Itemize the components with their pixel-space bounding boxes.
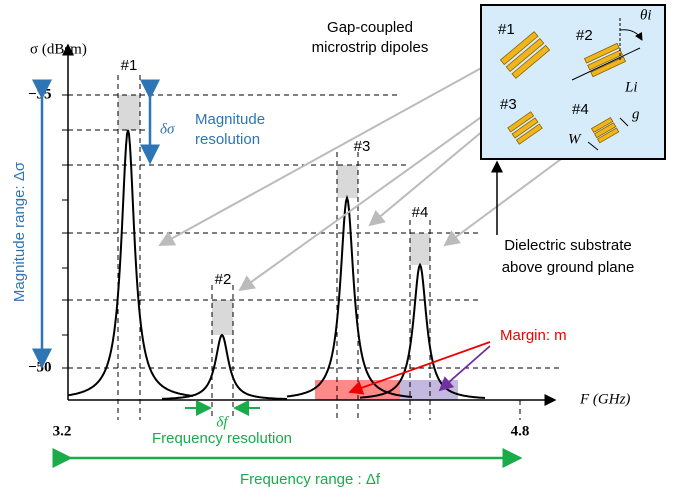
peak-curve [286, 194, 413, 398]
x-axis-label: F (GHz) [579, 391, 630, 407]
gap-label: g [632, 106, 640, 122]
margin-arrow [348, 341, 491, 395]
x-tick-label: 3.2 [53, 423, 72, 439]
margin-label: Margin: m [500, 327, 567, 344]
peak-label: #2 [215, 271, 232, 288]
width-label: W [568, 131, 582, 147]
y-tick-label: −35 [28, 86, 52, 102]
peak-label: #4 [412, 204, 429, 221]
substrate-label: Dielectric substrate above ground plane [502, 237, 635, 276]
inset-label: #2 [576, 27, 593, 44]
dipoles-label: Gap-coupled microstrip dipoles [312, 19, 429, 56]
peak-curves [67, 129, 486, 400]
inset-label: #4 [572, 101, 589, 118]
peak-curve [360, 262, 486, 399]
inset-label: #1 [498, 21, 515, 38]
theta-label: θi [640, 7, 652, 23]
inset-dimension-lines [571, 18, 643, 151]
inset [480, 4, 666, 160]
delta-f: δf [216, 414, 229, 430]
peak-curve [67, 129, 194, 397]
peak-label: #3 [354, 138, 371, 155]
magnitude-range: Magnitude range: Δσ [11, 161, 28, 302]
margin-arrow [438, 345, 491, 392]
frequency-range: Frequency range : Δf [240, 471, 381, 488]
y-tick-label: −50 [28, 359, 52, 375]
y-axis-label: σ (dBsm) [30, 41, 87, 57]
frequency-resolution: Frequency resolution [152, 430, 292, 447]
peak-curve [161, 333, 287, 400]
x-tick-label: 4.8 [511, 423, 530, 439]
peak-boxes [118, 95, 430, 335]
inset-label: #3 [500, 96, 517, 113]
magnitude-resolution: Magnitude resolution [195, 111, 265, 148]
dipoles [499, 31, 627, 145]
y-ticks [62, 94, 68, 369]
peak-label: #1 [121, 57, 138, 74]
length-label: Li [624, 79, 638, 95]
delta-sigma: δσ [160, 121, 175, 137]
